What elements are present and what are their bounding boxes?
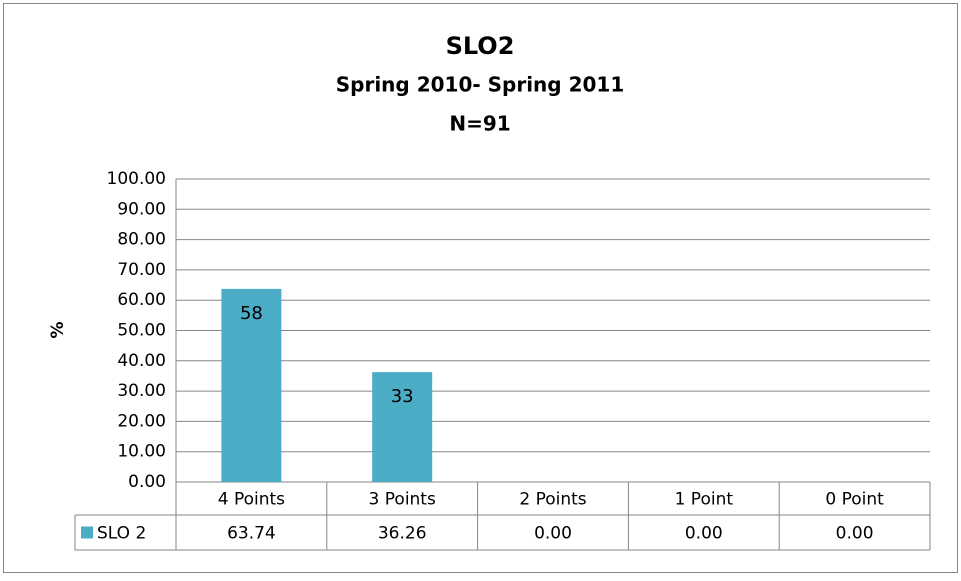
x-tick-label: 1 Point: [675, 490, 734, 510]
bar: [221, 288, 282, 482]
table-value: 63.74: [227, 524, 276, 544]
x-tick-label: 2 Points: [519, 490, 586, 510]
y-tick-label: 70.00: [117, 260, 166, 280]
table-value: 0.00: [836, 524, 874, 544]
table-value: 36.26: [378, 524, 427, 544]
y-tick-label: 40.00: [117, 351, 166, 371]
y-tick-label: 100.00: [107, 169, 166, 189]
x-tick-label: 0 Point: [825, 490, 884, 510]
y-axis-label: %: [48, 321, 68, 338]
y-tick-label: 30.00: [117, 381, 166, 401]
x-tick-label: 3 Points: [369, 490, 436, 510]
chart-subtitle: Spring 2010- Spring 2011: [336, 73, 625, 97]
y-tick-label: 90.00: [117, 199, 166, 219]
table-value: 0.00: [534, 524, 572, 544]
legend-label: SLO 2: [97, 524, 146, 544]
chart-subtitle: N=91: [449, 112, 510, 136]
y-tick-label: 20.00: [117, 411, 166, 431]
bar: [372, 372, 433, 482]
data-label: 33: [391, 386, 414, 407]
chart-title: SLO2: [446, 32, 515, 60]
x-tick-label: 4 Points: [218, 490, 285, 510]
legend-key: [81, 526, 93, 539]
y-tick-label: 10.00: [117, 442, 166, 462]
y-tick-label: 60.00: [117, 290, 166, 310]
data-label: 58: [240, 303, 263, 324]
y-tick-label: 50.00: [117, 321, 166, 341]
y-tick-label: 0.00: [128, 472, 166, 492]
y-tick-label: 80.00: [117, 230, 166, 250]
chart-border: [3, 3, 958, 573]
table-value: 0.00: [685, 524, 723, 544]
